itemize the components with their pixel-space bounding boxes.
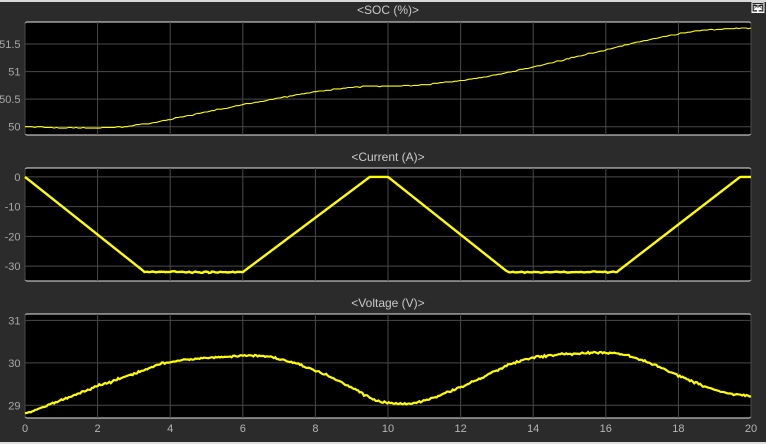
svg-text:8: 8	[312, 423, 318, 435]
svg-text:-20: -20	[5, 231, 21, 243]
svg-text:30: 30	[8, 358, 20, 370]
svg-text:2: 2	[95, 423, 101, 435]
svg-text:6: 6	[240, 423, 246, 435]
svg-text:0: 0	[14, 172, 20, 184]
svg-text:0: 0	[22, 423, 28, 435]
svg-text:14: 14	[527, 423, 539, 435]
svg-text:18: 18	[672, 423, 684, 435]
svg-text:<Voltage (V)>: <Voltage (V)>	[351, 296, 424, 310]
svg-text:51: 51	[8, 67, 20, 79]
svg-text:10: 10	[382, 423, 394, 435]
svg-text:29: 29	[8, 400, 20, 412]
svg-text:12: 12	[454, 423, 466, 435]
svg-text:-10: -10	[5, 202, 21, 214]
svg-text:4: 4	[167, 423, 173, 435]
svg-text:16: 16	[600, 423, 612, 435]
svg-text:20: 20	[745, 423, 757, 435]
svg-text:-30: -30	[5, 261, 21, 273]
svg-text:31: 31	[8, 315, 20, 327]
svg-text:50.5: 50.5	[0, 94, 21, 106]
svg-text:50: 50	[8, 122, 20, 134]
svg-text:<SOC (%)>: <SOC (%)>	[357, 3, 419, 17]
svg-text:51.5: 51.5	[0, 39, 21, 51]
svg-text:<Current (A)>: <Current (A)>	[351, 150, 424, 164]
